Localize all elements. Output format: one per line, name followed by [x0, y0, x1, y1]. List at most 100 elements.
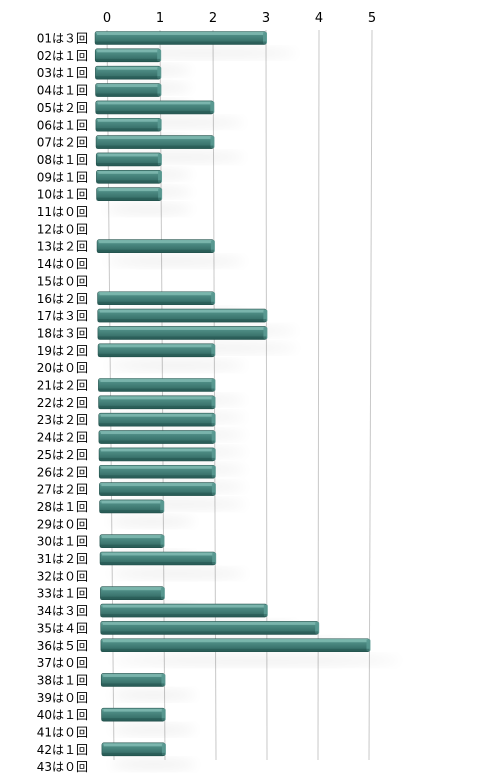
bar	[98, 395, 216, 410]
bar-end-cap	[211, 483, 216, 496]
bar-highlight	[97, 32, 265, 35]
bar-end-cap	[161, 743, 166, 756]
bar-highlight	[102, 622, 317, 625]
bar-highlight	[101, 466, 213, 469]
category-label: 29は０回	[37, 517, 88, 531]
category-label: 07は２回	[37, 136, 88, 150]
x-tick-label: 5	[368, 11, 376, 26]
bar-base-shade	[95, 58, 161, 62]
bar-highlight	[103, 709, 163, 712]
category-label: 41は０回	[37, 726, 88, 740]
bar-shadow	[109, 760, 197, 769]
bar-highlight	[99, 240, 212, 244]
bar-highlight	[97, 67, 159, 70]
category-label: 18は３回	[37, 326, 88, 340]
bar	[99, 482, 216, 496]
bar	[94, 31, 268, 45]
bar-highlight	[98, 171, 160, 174]
bar	[101, 707, 166, 722]
bar-highlight	[102, 553, 214, 556]
bar-base-shade	[96, 162, 161, 166]
bar-highlight	[98, 188, 160, 192]
bar-end-cap	[211, 344, 216, 357]
bar-base-shade	[100, 631, 319, 635]
x-tick-label: 2	[209, 11, 217, 26]
category-label: 21は２回	[37, 379, 88, 393]
bar	[96, 187, 163, 201]
bar-highlight	[100, 396, 213, 400]
bar-highlight	[98, 153, 159, 157]
bar-highlight	[100, 414, 213, 417]
category-labels: 01は３回 02は１回 03は１回 04は１回 05は２回 06は１回 07は２回 08は１回…	[37, 32, 88, 775]
category-label: 03は１回	[37, 66, 88, 80]
bar	[98, 447, 216, 462]
bar	[97, 343, 216, 358]
bars	[94, 31, 371, 757]
bar	[96, 239, 215, 253]
bar	[100, 638, 371, 653]
bar	[98, 430, 216, 444]
category-label: 02は１回	[37, 49, 88, 63]
bar-end-cap	[211, 448, 216, 461]
bar-base-shade	[97, 301, 215, 305]
bar-highlight	[102, 639, 368, 643]
category-label: 13は２回	[37, 240, 88, 254]
bar-end-cap	[263, 32, 268, 44]
bar-base-shade	[100, 614, 267, 618]
bar-base-shade	[99, 457, 215, 461]
bar-highlight	[103, 674, 163, 677]
bar-shadow	[106, 361, 247, 370]
bar-end-cap	[210, 240, 215, 253]
bar-base-shade	[99, 492, 215, 496]
bar-highlight	[101, 500, 162, 504]
bar	[95, 135, 215, 149]
bar	[97, 308, 268, 323]
category-label: 14は０回	[37, 257, 88, 271]
category-label: 34は３回	[37, 604, 88, 618]
bar-base-shade	[97, 249, 214, 253]
bar	[95, 117, 162, 132]
bar-end-cap	[263, 604, 268, 617]
bar	[98, 412, 216, 427]
category-label: 28は１回	[37, 500, 88, 514]
bar	[95, 83, 162, 97]
category-label: 15は０回	[37, 274, 88, 288]
bar-shadow	[108, 569, 248, 578]
bar-base-shade	[100, 648, 370, 652]
bar-shadow	[108, 656, 402, 665]
bar-end-cap	[366, 639, 371, 652]
bar	[99, 499, 165, 514]
category-label: 06は１回	[37, 118, 88, 132]
gridline	[106, 29, 115, 761]
category-label: 30は１回	[37, 535, 88, 549]
bar-highlight	[100, 379, 213, 382]
category-label: 10は１回	[37, 188, 88, 202]
gridline	[368, 29, 373, 761]
category-label: 24は２回	[37, 431, 88, 445]
bar	[100, 673, 166, 687]
bar-base-shade	[96, 197, 162, 201]
bar-end-cap	[211, 431, 216, 444]
bar-base-shade	[95, 110, 214, 114]
bar-end-cap	[211, 379, 216, 391]
bar-end-cap	[263, 309, 268, 322]
bar-end-cap	[263, 326, 268, 339]
category-label: 38は１回	[37, 673, 88, 687]
bar-shadow	[107, 517, 196, 526]
bar-shadow	[105, 257, 246, 266]
bar-base-shade	[95, 128, 161, 132]
bar	[95, 65, 162, 80]
bar-end-cap	[158, 188, 163, 201]
bar-base-shade	[95, 93, 161, 97]
bar-end-cap	[157, 118, 162, 131]
category-label: 39は０回	[37, 691, 88, 705]
category-label: 11は０回	[37, 205, 88, 219]
bar-base-shade	[96, 145, 214, 149]
bar-base-shade	[95, 76, 161, 80]
bar-base-shade	[101, 718, 165, 722]
bar-base-shade	[100, 596, 164, 600]
category-label: 36は５回	[37, 639, 88, 653]
bar-highlight	[97, 49, 159, 53]
